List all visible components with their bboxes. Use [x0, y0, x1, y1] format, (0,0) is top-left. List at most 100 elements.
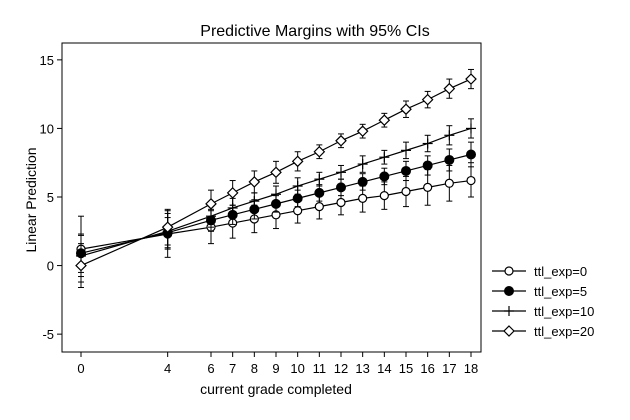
- marker-shape: [400, 103, 412, 116]
- y-axis: -5 0 5 10 15: [40, 53, 62, 342]
- data-point: [335, 134, 347, 147]
- data-point: [379, 152, 390, 163]
- y-tick-label: -5: [42, 327, 54, 342]
- data-point: [357, 159, 368, 170]
- legend-item: ttl_exp=5: [492, 284, 587, 299]
- data-point: [271, 189, 281, 200]
- data-point: [421, 93, 434, 106]
- legend-label: ttl_exp=0: [534, 264, 587, 279]
- x-tick-label: 17: [442, 361, 456, 376]
- marker-shape: [292, 193, 303, 204]
- marker-shape: [465, 73, 477, 85]
- x-tick-label: 4: [164, 361, 171, 376]
- data-point: [400, 103, 412, 116]
- marker-shape: [444, 178, 454, 188]
- y-tick-label: 0: [47, 259, 54, 274]
- x-axis: 0 4 6 7 8 9 10 11 12 13 14 15 16 17 18: [77, 352, 478, 376]
- data-point: [205, 198, 217, 210]
- x-tick-label: 11: [313, 361, 327, 376]
- data-point: [444, 178, 454, 188]
- x-tick-label: 12: [334, 361, 348, 376]
- data-point: [291, 155, 304, 168]
- data-point: [466, 175, 476, 186]
- data-point: [466, 149, 476, 160]
- data-point: [314, 187, 325, 198]
- data-point: [336, 167, 346, 178]
- marker-shape: [314, 202, 324, 212]
- marker-shape: [336, 182, 346, 193]
- series-ttl-exp-10: [76, 118, 476, 278]
- y-tick-label: 15: [40, 53, 54, 68]
- legend-marker: [504, 286, 514, 296]
- marker-shape: [226, 187, 239, 199]
- data-point: [466, 123, 476, 134]
- marker-shape: [503, 325, 515, 337]
- legend-item: ttl_exp=10: [492, 304, 594, 319]
- data-point: [314, 174, 325, 185]
- data-point: [358, 193, 368, 203]
- marker-shape: [248, 176, 261, 188]
- x-tick-label: 6: [207, 361, 214, 376]
- legend-item: ttl_exp=0: [492, 264, 587, 279]
- series-layer: [75, 68, 477, 289]
- legend-marker: [504, 266, 514, 276]
- y-axis-label: Linear Prediction: [23, 147, 39, 252]
- marker-shape: [314, 187, 325, 198]
- data-point: [336, 182, 346, 193]
- data-point: [401, 186, 411, 197]
- data-point: [401, 145, 411, 156]
- data-point: [379, 191, 389, 201]
- marker-shape: [504, 266, 514, 276]
- x-tick-label: 16: [420, 361, 434, 376]
- marker-shape: [335, 134, 347, 147]
- marker-shape: [205, 198, 217, 210]
- marker-shape: [378, 114, 391, 127]
- data-point: [75, 259, 87, 272]
- legend-item: ttl_exp=20: [492, 324, 594, 339]
- marker-shape: [379, 171, 390, 182]
- chart-title: Predictive Margins with 95% CIs: [200, 23, 429, 40]
- marker-shape: [421, 93, 434, 106]
- data-point: [313, 145, 326, 158]
- marker-shape: [379, 191, 389, 201]
- x-axis-label: current grade completed: [200, 381, 352, 397]
- data-point: [248, 176, 261, 188]
- data-point: [356, 125, 369, 138]
- legend-marker: [504, 306, 514, 316]
- series-ttl-exp-20: [75, 68, 477, 289]
- marker-shape: [270, 166, 282, 179]
- data-point: [249, 196, 260, 207]
- marker-shape: [423, 182, 433, 192]
- marker-shape: [356, 125, 369, 138]
- x-tick-label: 7: [229, 361, 236, 376]
- data-point: [444, 154, 455, 165]
- data-point: [423, 182, 433, 192]
- data-point: [465, 73, 477, 85]
- data-point: [444, 130, 455, 141]
- data-point: [292, 181, 303, 192]
- data-point: [422, 138, 433, 149]
- x-tick-label: 0: [77, 361, 84, 376]
- legend-label: ttl_exp=5: [534, 284, 587, 299]
- marker-shape: [75, 259, 87, 272]
- data-point: [293, 206, 303, 216]
- y-tick-label: 5: [47, 190, 54, 205]
- data-point: [270, 166, 282, 179]
- marker-shape: [358, 193, 368, 203]
- data-point: [401, 165, 411, 176]
- marker-shape: [357, 176, 368, 187]
- data-point: [379, 171, 390, 182]
- marker-shape: [422, 160, 433, 171]
- marker-shape: [313, 145, 326, 158]
- data-point: [378, 114, 391, 127]
- data-point: [314, 202, 324, 212]
- plot-frame: [61, 42, 482, 353]
- data-point: [422, 160, 433, 171]
- marker-shape: [466, 149, 476, 160]
- marker-shape: [336, 197, 346, 208]
- x-tick-label: 14: [377, 361, 391, 376]
- marker-shape: [161, 221, 174, 234]
- legend-label: ttl_exp=10: [534, 304, 594, 319]
- marker-shape: [466, 175, 476, 186]
